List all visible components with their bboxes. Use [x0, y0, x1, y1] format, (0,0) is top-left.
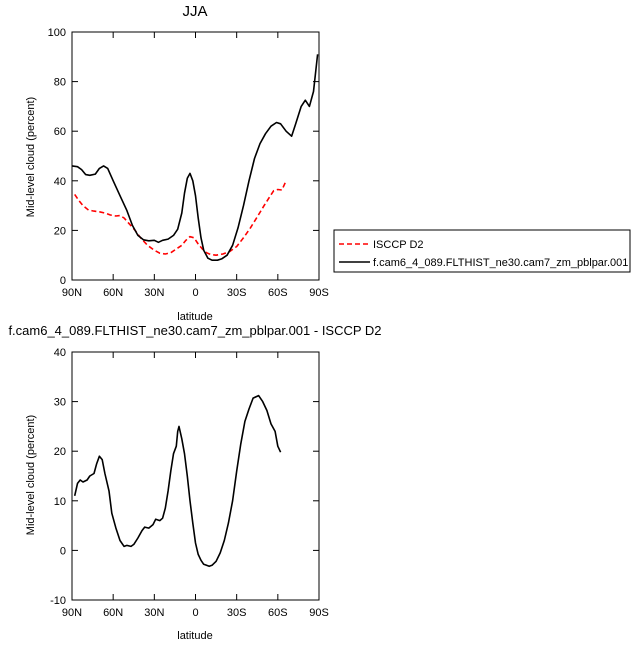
top-series-line-0 [74, 180, 287, 256]
bottom-x-axis-label: latitude [177, 630, 212, 642]
top-y-tick-label: 0 [60, 275, 66, 287]
bottom-x-tick-label: 60N [103, 607, 123, 619]
bottom-x-tick-label: 30N [144, 607, 164, 619]
top-x-tick-label: 30N [144, 287, 164, 299]
bottom-panel: f.cam6_4_089.FLTHIST_ne30.cam7_zm_pblpar… [8, 323, 381, 642]
top-y-axis-label: Mid-level cloud (percent) [25, 97, 37, 217]
top-y-tick-label: 60 [54, 126, 66, 138]
bottom-x-tick-label: 90N [62, 607, 82, 619]
top-x-tick-label: 30S [227, 287, 247, 299]
bottom-series-group [73, 394, 282, 568]
bottom-y-tick-label: -10 [50, 595, 66, 607]
top-series-group [71, 54, 319, 261]
bottom-y-tick-label: 10 [54, 496, 66, 508]
bottom-y-tick-label: 30 [54, 397, 66, 409]
top-series-line-1 [71, 54, 319, 261]
bottom-y-tick-label: 40 [54, 347, 66, 359]
top-x-tick-label: 90N [62, 287, 82, 299]
top-y-tick-label: 100 [48, 27, 66, 39]
bottom-y-tick-label: 20 [54, 446, 66, 458]
bottom-series-line-0 [73, 394, 282, 568]
bottom-x-tick-label: 0 [192, 607, 198, 619]
bottom-x-tick-label: 60S [268, 607, 288, 619]
bottom-chart-title: f.cam6_4_089.FLTHIST_ne30.cam7_zm_pblpar… [8, 323, 381, 338]
bottom-y-tick-label: 0 [60, 545, 66, 557]
top-x-tick-label: 60N [103, 287, 123, 299]
bottom-y-axis-label: Mid-level cloud (percent) [25, 415, 37, 535]
legend-label-model: f.cam6_4_089.FLTHIST_ne30.cam7_zm_pblpar… [373, 257, 628, 269]
legend-box [333, 229, 631, 273]
top-y-tick-label: 40 [54, 176, 66, 188]
top-chart-title: JJA [182, 3, 207, 20]
top-y-tick-label: 80 [54, 77, 66, 89]
legend-label-isccp: ISCCP D2 [373, 239, 424, 251]
top-panel: JJA Mid-level cloud (percent) latitude 9… [25, 3, 329, 323]
top-y-tick-label: 20 [54, 225, 66, 237]
bottom-axis-ticks: 90N 60N 30N 0 30S 60S 90S -10 0 10 20 30 40 [50, 347, 329, 619]
bottom-x-tick-label: 30S [227, 607, 247, 619]
legend: ISCCP D2 f.cam6_4_089.FLTHIST_ne30.cam7_… [333, 229, 631, 273]
top-x-axis-label: latitude [177, 311, 212, 323]
top-axis-ticks: 90N 60N 30N 0 30S 60S 90S 0 20 40 60 80 100 [48, 27, 329, 299]
top-x-tick-label: 60S [268, 287, 288, 299]
top-x-tick-label: 90S [309, 287, 329, 299]
bottom-x-tick-label: 90S [309, 607, 329, 619]
bottom-plot-frame [71, 351, 320, 601]
top-x-tick-label: 0 [192, 287, 198, 299]
top-plot-frame [71, 31, 320, 281]
